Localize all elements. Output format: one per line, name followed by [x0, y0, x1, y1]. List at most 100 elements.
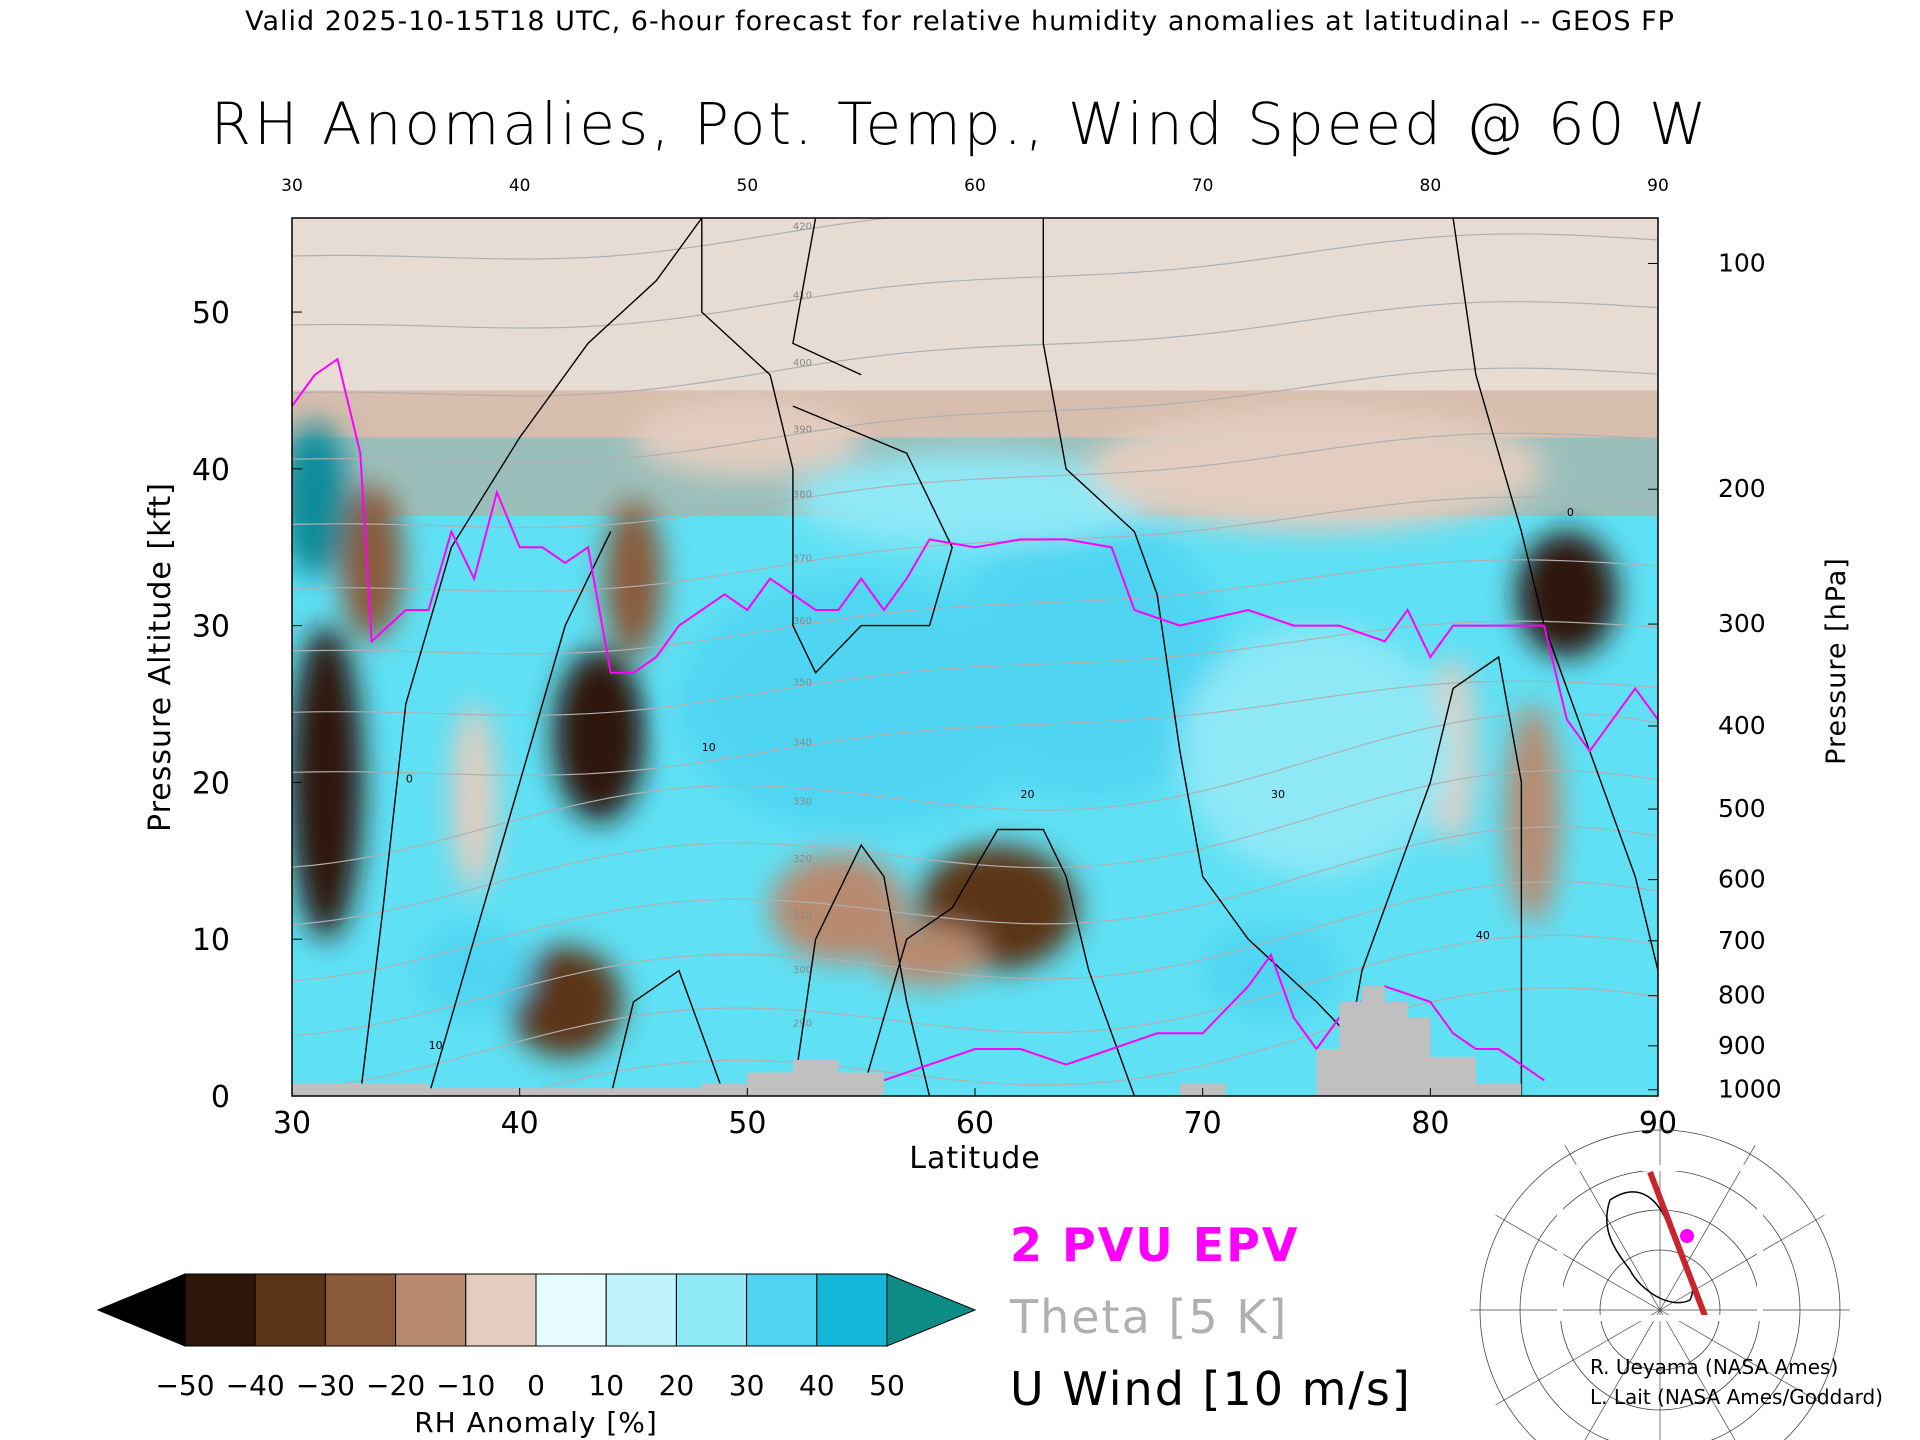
colorbar-tick-3: −20 — [366, 1369, 425, 1402]
rh-blob-14 — [952, 515, 1226, 799]
top-tick-label-80: 80 — [1420, 176, 1442, 196]
rh-blob-2 — [451, 704, 497, 893]
x-tick-label-40: 40 — [501, 1106, 539, 1141]
wind-label-4: 40 — [1476, 929, 1490, 942]
p-tick-label-900: 900 — [1718, 1031, 1766, 1060]
rh-blob-15 — [1179, 625, 1454, 877]
forecast-header: Valid 2025-10-15T18 UTC, 6-hour forecast… — [245, 6, 1675, 37]
legend-theta-label: Theta [5 K] — [1010, 1290, 1289, 1344]
wind-line-3 — [792, 218, 862, 376]
y-axis-label: Pressure Altitude [kft] — [143, 482, 178, 832]
terrain-mask — [292, 986, 1658, 1096]
theta-label-360: 360 — [793, 616, 812, 627]
rh-blob-5 — [508, 947, 623, 1057]
top-tick-label-90: 90 — [1647, 176, 1669, 196]
colorbar-right-arrow — [886, 1273, 977, 1347]
p-tick-label-700: 700 — [1718, 926, 1766, 955]
theta-label-290: 290 — [793, 1019, 812, 1030]
inset-section-track — [1647, 1170, 1708, 1318]
colorbar-tick-7: 20 — [659, 1369, 695, 1402]
rh-blob-8 — [872, 923, 987, 987]
wind-line-0 — [359, 218, 703, 1096]
inset-meridian-8 — [1564, 1145, 1661, 1311]
epv-low-line — [883, 952, 1545, 1082]
theta-contours: 2802903003103203303403503603703803904004… — [292, 218, 1658, 1096]
p-tick-label-100: 100 — [1718, 248, 1766, 277]
rh-blob-12 — [292, 421, 349, 579]
colorbar-segment-7 — [675, 1273, 748, 1347]
inset-meridian-5 — [1495, 1309, 1661, 1406]
colorbar-segment-2 — [324, 1273, 397, 1347]
y-tick-label-10: 10 — [192, 923, 230, 958]
credit-line-2: L. Lait (NASA Ames/Goddard) — [1590, 1385, 1883, 1409]
wind-label-6: 10 — [429, 1039, 443, 1052]
colorbar-tick-4: −10 — [436, 1369, 495, 1402]
inset-coastline — [1606, 1191, 1694, 1304]
rh-blob-20 — [633, 398, 862, 477]
top-tick-label-70: 70 — [1192, 176, 1214, 196]
x-axis-label: Latitude — [909, 1141, 1040, 1176]
chart-title: RH Anomalies, Pot. Temp., Wind Speed @ 6… — [210, 90, 1710, 158]
theta-line-310 — [292, 826, 1658, 982]
top-tick-label-50: 50 — [737, 176, 759, 196]
terrain-polygon — [292, 986, 1658, 1096]
colorbar-segment-6 — [605, 1273, 677, 1347]
wind-line-1 — [427, 531, 612, 1096]
inset-meridian-4 — [1584, 1309, 1661, 1440]
credit-line-1: R. Ueyama (NASA Ames) — [1590, 1355, 1839, 1379]
rh-blob-3 — [553, 649, 645, 822]
rh-blob-18 — [792, 453, 1158, 548]
theta-label-320: 320 — [793, 854, 812, 865]
theta-line-400 — [292, 300, 1658, 397]
theta-label-300: 300 — [793, 965, 812, 976]
epv-2pvu-contours — [292, 357, 1658, 1082]
theta-line-320 — [292, 770, 1658, 926]
theta-line-370 — [292, 496, 1658, 592]
wind-line-8 — [792, 843, 931, 1096]
top-tick-label-30: 30 — [281, 176, 303, 196]
rh-blob-6 — [770, 852, 907, 963]
x-tick-label-50: 50 — [728, 1106, 766, 1141]
wind-line-9 — [1338, 655, 1523, 1096]
theta-line-350 — [292, 620, 1658, 716]
p-tick-label-800: 800 — [1718, 981, 1766, 1010]
theta-line-300 — [292, 881, 1658, 1037]
rh-blob-19 — [1088, 406, 1545, 532]
colorbar-segment-3 — [395, 1273, 467, 1347]
theta-line-290 — [292, 934, 1658, 1090]
theta-line-360 — [292, 559, 1658, 655]
legend-uwind: U Wind [10 m/s] — [1010, 1362, 1412, 1416]
p-tick-label-200: 200 — [1718, 474, 1766, 503]
wind-line-2 — [701, 218, 953, 674]
x-tick-label-30: 30 — [273, 1106, 311, 1141]
colorbar-tick-2: −30 — [296, 1369, 355, 1402]
theta-label-310: 310 — [793, 910, 812, 921]
theta-label-420: 420 — [793, 221, 812, 232]
wind-label-1: 10 — [702, 741, 716, 754]
theta-label-370: 370 — [793, 554, 812, 565]
rh-blob-17 — [417, 923, 532, 1018]
colorbar-tick-6: 10 — [588, 1369, 624, 1402]
p-tick-label-1000: 1000 — [1718, 1075, 1782, 1104]
rh-blob-13 — [679, 578, 1044, 830]
theta-line-380 — [292, 432, 1658, 529]
x-tick-label-60: 60 — [956, 1106, 994, 1141]
y-tick-label-0: 0 — [211, 1080, 230, 1115]
rh-anomaly-field — [292, 398, 1618, 1057]
top-tick-label-60: 60 — [964, 176, 986, 196]
y-tick-label-30: 30 — [192, 610, 230, 645]
wind-label-2: 20 — [1021, 788, 1035, 801]
colorbar-tick-5: 0 — [527, 1369, 545, 1402]
colorbar-segment-0 — [184, 1273, 256, 1347]
wind-label-3: 30 — [1271, 788, 1285, 801]
wind-label-0: 0 — [406, 772, 413, 785]
y-tick-label-50: 50 — [192, 296, 230, 331]
inset-meridian-1 — [1659, 1309, 1825, 1406]
theta-label-350: 350 — [793, 678, 812, 689]
y2-axis-label: Pressure [hPa] — [1821, 557, 1852, 765]
colorbar: −50 −40 −30 −20 −10 0 10 20 30 40 50 RH Anomaly [%] — [96, 1273, 977, 1439]
colorbar-segment-8 — [746, 1273, 818, 1347]
legend-epv: 2 PVU EPV — [1010, 1218, 1300, 1272]
inset-meridian-11 — [1659, 1214, 1825, 1311]
